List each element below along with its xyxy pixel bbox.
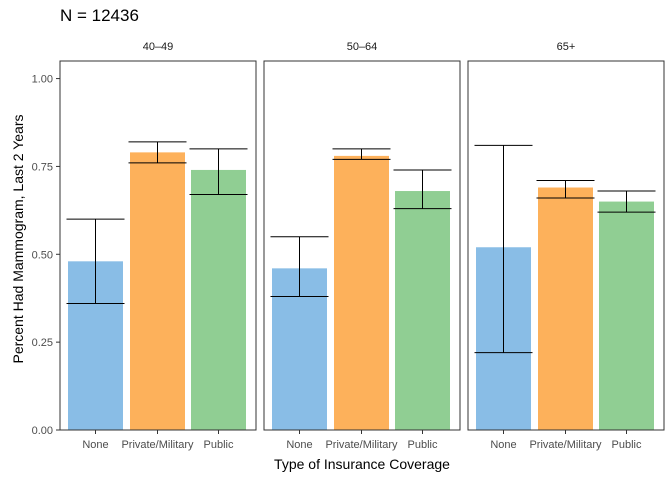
y-tick-label: 0.00 <box>32 425 53 437</box>
x-tick-label: None <box>286 439 312 451</box>
bar <box>395 191 450 430</box>
x-axis-title: Type of Insurance Coverage <box>274 456 450 472</box>
y-axis-title: Percent Had Mammogram, Last 2 Years <box>10 114 26 364</box>
bar <box>538 187 593 430</box>
x-tick-label: Private/Military <box>121 439 194 451</box>
y-tick-label: 0.75 <box>32 161 53 173</box>
y-tick-label: 0.50 <box>32 249 53 261</box>
x-tick-label: Public <box>408 439 438 451</box>
chart-title: N = 12436 <box>60 6 139 25</box>
x-tick-label: Public <box>204 439 234 451</box>
facet-strip-label: 40–49 <box>143 41 174 53</box>
x-tick-label: None <box>82 439 108 451</box>
bar <box>191 169 246 430</box>
y-tick-label: 1.00 <box>32 74 53 86</box>
bar <box>334 155 389 430</box>
x-tick-label: Public <box>612 439 642 451</box>
bar <box>130 152 185 430</box>
bar <box>599 201 654 430</box>
facet-strip-label: 50–64 <box>347 41 378 53</box>
facet-strip-label: 65+ <box>557 41 576 53</box>
x-tick-label: Private/Military <box>529 439 602 451</box>
x-tick-label: None <box>490 439 516 451</box>
x-tick-label: Private/Military <box>325 439 398 451</box>
y-tick-label: 0.25 <box>32 337 53 349</box>
